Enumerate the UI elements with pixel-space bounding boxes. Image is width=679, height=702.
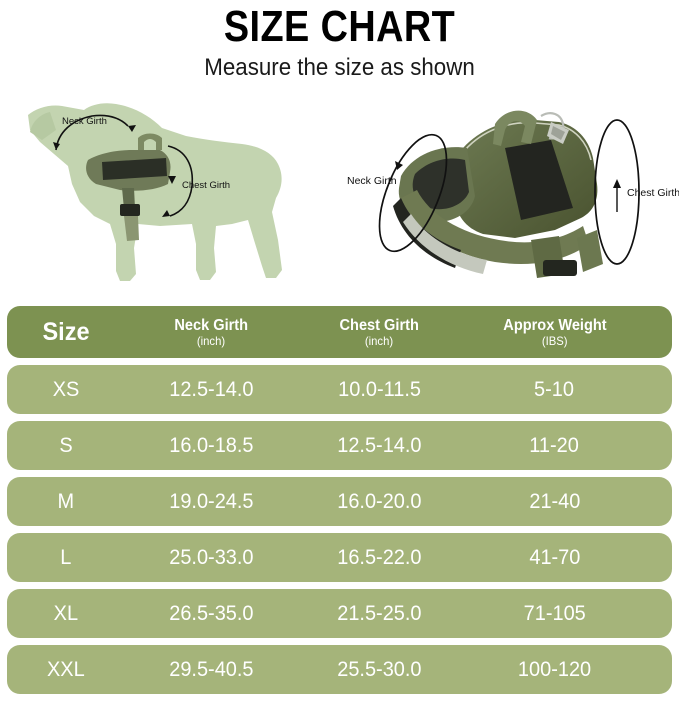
chest-girth-label-left: Chest Girth — [182, 180, 230, 191]
table-row: XS 12.5-14.0 10.0-11.5 5-10 — [7, 365, 672, 414]
header-cell-chest-girth: Chest Girth (inch) — [297, 306, 462, 358]
value-chest-girth: 21.5-25.0 — [337, 602, 422, 625]
value-neck-girth: 19.0-24.5 — [168, 490, 254, 513]
header-label-chest-girth: Chest Girth — [339, 316, 420, 334]
cell-neck-girth: 16.0-18.5 — [125, 421, 297, 470]
neck-girth-label-right: Neck Girth — [347, 175, 397, 187]
header-cell-size: Size — [7, 306, 125, 358]
cell-chest-girth: 12.5-14.0 — [297, 421, 462, 470]
header-label-neck-girth: Neck Girth — [174, 316, 248, 334]
cell-neck-girth: 26.5-35.0 — [125, 589, 297, 638]
cell-size: XL — [7, 589, 125, 638]
table-row: L 25.0-33.0 16.5-22.0 41-70 — [7, 533, 672, 582]
cell-size: S — [7, 421, 125, 470]
value-neck-girth: 26.5-35.0 — [168, 602, 254, 625]
value-neck-girth: 29.5-40.5 — [168, 658, 254, 681]
cell-neck-girth: 29.5-40.5 — [125, 645, 297, 694]
cell-size: M — [7, 477, 125, 526]
value-chest-girth: 10.0-11.5 — [338, 378, 421, 401]
value-size: XL — [53, 602, 79, 625]
neck-girth-label-left: Neck Girth — [62, 116, 107, 127]
dog-harness-diagram: Neck Girth Chest Girth — [10, 88, 330, 293]
header-unit-chest-girth: (inch) — [365, 333, 394, 348]
size-table: Size Neck Girth (inch) Chest Girth (inch… — [7, 306, 672, 701]
value-size: M — [57, 490, 75, 513]
table-row: XL 26.5-35.0 21.5-25.0 71-105 — [7, 589, 672, 638]
harness-photo: Neck Girth Chest Girth — [345, 88, 679, 293]
cell-chest-girth: 21.5-25.0 — [297, 589, 462, 638]
header-label-size: Size — [42, 317, 90, 346]
cell-approx-weight: 41-70 — [462, 533, 647, 582]
header-cell-neck-girth: Neck Girth (inch) — [125, 306, 297, 358]
cell-chest-girth: 10.0-11.5 — [297, 365, 462, 414]
illustration-area: Neck Girth Chest Girth — [0, 88, 679, 293]
page-title: SIZE CHART — [223, 2, 456, 51]
value-approx-weight: 21-40 — [528, 490, 581, 513]
value-approx-weight: 41-70 — [528, 546, 581, 569]
value-size: XS — [52, 378, 80, 401]
table-row: M 19.0-24.5 16.0-20.0 21-40 — [7, 477, 672, 526]
value-chest-girth: 16.0-20.0 — [337, 490, 422, 513]
cell-size: XS — [7, 365, 125, 414]
value-neck-girth: 16.0-18.5 — [168, 434, 254, 457]
cell-size: L — [7, 533, 125, 582]
cell-approx-weight: 100-120 — [462, 645, 647, 694]
cell-chest-girth: 16.5-22.0 — [297, 533, 462, 582]
value-size: S — [59, 434, 73, 457]
value-chest-girth: 25.5-30.0 — [337, 658, 422, 681]
page-subtitle: Measure the size as shown — [204, 54, 475, 81]
cell-neck-girth: 25.0-33.0 — [125, 533, 297, 582]
value-approx-weight: 71-105 — [523, 602, 586, 625]
value-size: L — [60, 546, 72, 569]
header-cell-approx-weight: Approx Weight (IBS) — [462, 306, 647, 358]
cell-chest-girth: 16.0-20.0 — [297, 477, 462, 526]
value-neck-girth: 25.0-33.0 — [168, 546, 254, 569]
value-approx-weight: 5-10 — [534, 378, 575, 401]
value-approx-weight: 11-20 — [529, 434, 580, 457]
value-chest-girth: 16.5-22.0 — [337, 546, 422, 569]
cell-approx-weight: 5-10 — [462, 365, 647, 414]
header-unit-approx-weight: (IBS) — [541, 333, 568, 348]
value-size: XXL — [47, 658, 85, 681]
cell-approx-weight: 11-20 — [462, 421, 647, 470]
table-header-row: Size Neck Girth (inch) Chest Girth (inch… — [7, 306, 672, 358]
header-unit-neck-girth: (inch) — [196, 333, 226, 348]
cell-neck-girth: 19.0-24.5 — [125, 477, 297, 526]
cell-neck-girth: 12.5-14.0 — [125, 365, 297, 414]
table-row: S 16.0-18.5 12.5-14.0 11-20 — [7, 421, 672, 470]
header-label-approx-weight: Approx Weight — [502, 316, 607, 334]
chest-girth-label-right: Chest Girth — [627, 187, 679, 199]
table-row: XXL 29.5-40.5 25.5-30.0 100-120 — [7, 645, 672, 694]
cell-size: XXL — [7, 645, 125, 694]
value-neck-girth: 12.5-14.0 — [168, 378, 254, 401]
cell-approx-weight: 21-40 — [462, 477, 647, 526]
cell-approx-weight: 71-105 — [462, 589, 647, 638]
value-chest-girth: 12.5-14.0 — [337, 434, 422, 457]
cell-chest-girth: 25.5-30.0 — [297, 645, 462, 694]
value-approx-weight: 100-120 — [517, 658, 592, 681]
